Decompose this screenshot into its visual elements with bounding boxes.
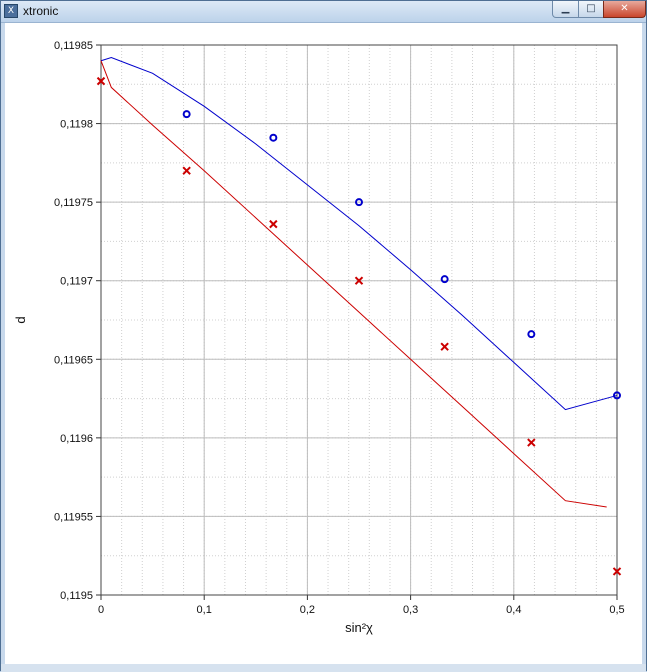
data-point-series-2 — [182, 166, 191, 175]
x-tick-label: 0,2 — [300, 604, 315, 616]
x-tick-label: 0,5 — [609, 604, 624, 616]
close-icon: ✕ — [620, 3, 629, 14]
minimize-button[interactable]: ▁ — [552, 1, 579, 18]
data-point-series-2 — [269, 219, 278, 229]
x-tick-label: 0,1 — [197, 604, 212, 616]
data-point-series-2 — [612, 567, 622, 576]
data-point-series-2 — [527, 438, 536, 447]
y-axis-label: d — [13, 316, 28, 323]
window-title: xtronic — [23, 4, 59, 18]
maximize-icon: □ — [586, 3, 596, 14]
chart: 0 0,1 0,2 0,3 0,4 0,5 0,1195 0,11955 0,1196 0,119… — [13, 40, 625, 635]
data-point-series-1 — [613, 391, 621, 400]
y-tick-label: 0,11955 — [54, 511, 93, 523]
data-point-series-1 — [440, 275, 449, 284]
data-point-series-2 — [354, 276, 364, 285]
title-bar[interactable]: X xtronic ▁ □ ✕ — [1, 1, 646, 23]
x-tick-label: 0 — [98, 604, 104, 616]
x-tick-label: 0,3 — [403, 604, 418, 616]
minimize-icon: ▁ — [561, 3, 570, 14]
y-tick-label: 0,1197 — [60, 276, 93, 288]
plot-border — [100, 44, 618, 596]
close-button[interactable]: ✕ — [603, 1, 646, 18]
y-tick-label: 0,11975 — [54, 197, 93, 209]
x-tick-label: 0,4 — [506, 604, 521, 616]
maximize-button[interactable]: □ — [578, 1, 604, 18]
fit-line-series-1 — [100, 57, 618, 411]
data-point-series-1 — [269, 133, 278, 142]
data-point-series-2 — [96, 76, 106, 86]
x-axis-label: sin²χ — [345, 620, 373, 635]
data-point-series-1 — [527, 330, 536, 339]
y-tick-label: 0,1195 — [60, 590, 93, 602]
y-tick-label: 0,1196 — [60, 433, 93, 445]
y-tick-label: 0,11985 — [54, 40, 93, 52]
data-point-series-2 — [440, 342, 449, 351]
fit-line-series-2 — [100, 60, 607, 508]
plot-area: 0 0,1 0,2 0,3 0,4 0,5 0,1195 0,11955 0,1196 0,119… — [5, 23, 642, 666]
data-point-series-1 — [355, 198, 363, 207]
data-point-series-1 — [182, 110, 191, 119]
app-icon[interactable]: X — [4, 4, 18, 18]
y-tick-label: 0,1198 — [60, 119, 93, 131]
status-bar — [1, 664, 646, 672]
y-tick-label: 0,11965 — [54, 354, 93, 366]
